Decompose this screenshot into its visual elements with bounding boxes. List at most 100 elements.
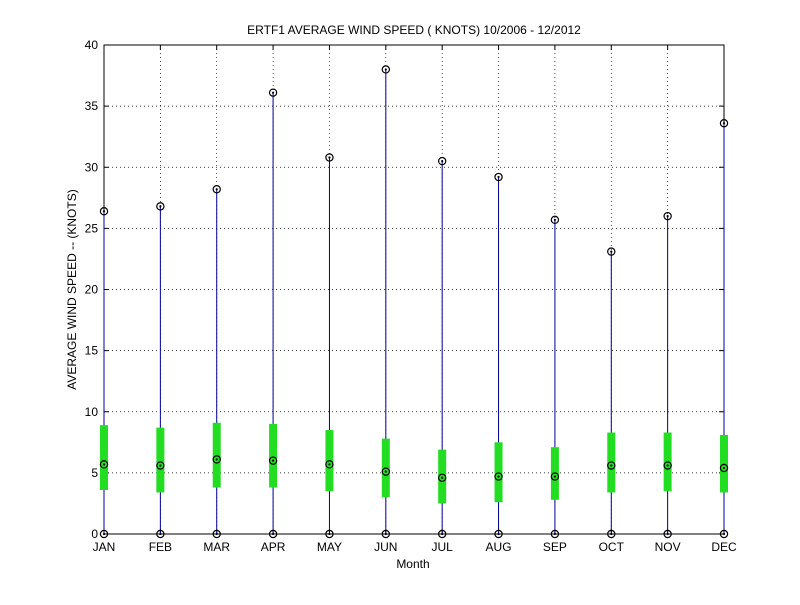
box-aug [494, 172, 503, 539]
median-marker-dot [553, 475, 557, 478]
max-marker-dot [722, 122, 726, 125]
interquartile-box [438, 449, 447, 504]
interquartile-box [494, 442, 503, 503]
median-marker [494, 472, 503, 481]
axis-ticks: 0 5 10 15 20 25 30 35 40 JAN FEB MAR APR MAY JUN JUL AUG… [85, 38, 737, 554]
max-marker-dot [102, 210, 106, 213]
max-marker-dot [610, 250, 613, 253]
y-tick-label: 10 [85, 405, 99, 419]
min-marker-dot [722, 532, 726, 536]
y-tick-label: 5 [91, 466, 98, 480]
median-marker [719, 463, 729, 473]
interquartile-box [720, 434, 728, 493]
max-marker-dot [384, 68, 387, 71]
median-marker-dot [441, 476, 444, 479]
min-marker [607, 529, 616, 539]
median-marker-dot [722, 466, 726, 470]
x-tick-label: OCT [599, 540, 625, 554]
median-marker-dot [384, 470, 387, 473]
min-marker-dot [610, 532, 613, 536]
y-tick-label: 40 [85, 38, 99, 52]
median-marker [663, 461, 672, 470]
box-apr [268, 88, 278, 539]
max-marker [437, 156, 447, 166]
max-marker [719, 119, 729, 128]
min-marker-dot [159, 532, 162, 536]
median-marker [268, 456, 278, 465]
min-marker-dot [215, 532, 218, 536]
x-tick-label: AUG [486, 540, 512, 554]
max-marker [268, 88, 278, 97]
median-marker [156, 461, 165, 470]
max-marker [494, 172, 503, 182]
x-tick-label: APR [261, 540, 286, 554]
box-sep [550, 215, 560, 539]
max-marker-dot [497, 175, 500, 179]
min-marker-dot [384, 532, 387, 536]
max-marker [99, 207, 109, 216]
min-marker-dot [497, 532, 500, 536]
min-marker [550, 529, 560, 539]
y-tick-label: 20 [85, 283, 99, 297]
max-marker [550, 215, 560, 225]
interquartile-box [156, 427, 165, 493]
max-marker-dot [215, 188, 218, 191]
box-oct [607, 247, 616, 539]
max-marker [663, 211, 672, 221]
y-tick-label: 15 [85, 344, 99, 358]
median-marker-dot [215, 458, 218, 461]
box-feb [156, 202, 165, 539]
median-marker [212, 455, 221, 464]
min-marker [719, 529, 729, 539]
x-tick-label: JUL [432, 540, 454, 554]
min-marker [663, 529, 672, 539]
box-jul [437, 156, 447, 539]
median-marker-dot [497, 475, 500, 478]
y-tick-label: 25 [85, 221, 99, 235]
y-axis-label: AVERAGE WIND SPEED -- (KNOTS) [65, 189, 79, 389]
min-marker-dot [441, 532, 444, 536]
x-tick-label: FEB [149, 540, 172, 554]
median-marker-dot [102, 463, 106, 466]
median-marker [437, 473, 447, 482]
min-marker-dot [666, 532, 669, 536]
median-marker-dot [159, 464, 162, 467]
max-marker-dot [271, 91, 275, 94]
max-marker-dot [441, 160, 444, 163]
min-marker [268, 529, 278, 539]
max-marker-dot [328, 156, 331, 159]
min-marker [99, 529, 109, 539]
min-marker [156, 529, 165, 539]
median-marker [99, 460, 109, 469]
min-marker [325, 529, 334, 539]
median-marker [381, 467, 391, 476]
y-tick-label: 30 [85, 160, 99, 174]
median-marker [325, 460, 334, 469]
max-marker [212, 185, 221, 194]
max-marker [156, 202, 165, 211]
median-marker-dot [328, 463, 331, 466]
interquartile-box [212, 422, 221, 488]
interquartile-box [100, 425, 108, 490]
max-marker [381, 65, 391, 74]
chart-title: ERTF1 AVERAGE WIND SPEED ( KNOTS) 10/200… [247, 23, 581, 37]
box-mar [212, 185, 221, 539]
box-series [99, 65, 729, 539]
x-tick-label: JAN [93, 540, 116, 554]
median-marker [550, 472, 560, 481]
min-marker [212, 529, 221, 539]
median-marker-dot [666, 464, 669, 467]
median-marker [607, 461, 616, 470]
median-marker-dot [271, 459, 275, 462]
min-marker-dot [328, 532, 331, 536]
x-tick-label: SEP [543, 540, 567, 554]
y-tick-label: 0 [91, 527, 98, 541]
box-dec [719, 119, 729, 539]
max-marker-dot [553, 218, 557, 221]
min-marker [437, 529, 447, 539]
x-tick-label: DEC [711, 540, 737, 554]
min-marker-dot [553, 532, 557, 536]
